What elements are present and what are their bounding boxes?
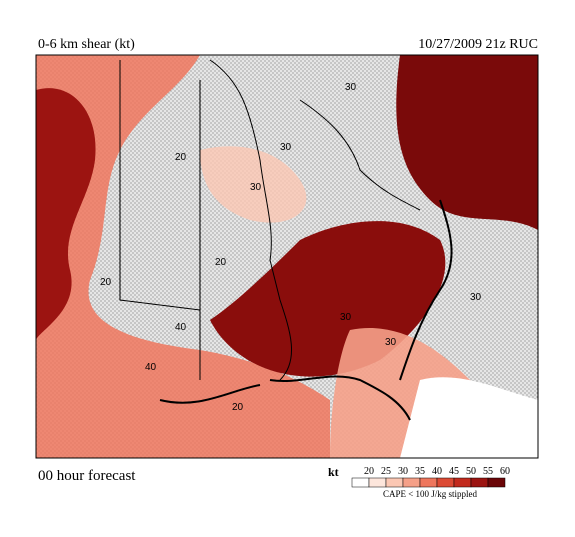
legend-swatch (436, 477, 455, 488)
legend-tick: 45 (449, 466, 459, 477)
contour-label: 20 (215, 257, 227, 268)
contour-label: 20 (175, 152, 187, 163)
legend-swatch (470, 477, 489, 488)
map-frame (35, 54, 539, 459)
legend-unit: kt (328, 465, 339, 479)
legend-tick: 20 (364, 466, 374, 477)
forecast-hour: 00 hour forecast (38, 468, 136, 484)
contour-label: 30 (385, 337, 397, 348)
contour-label: 30 (280, 142, 292, 153)
legend: 20 25 30 35 40 45 50 55 60 (351, 466, 510, 488)
legend-tick: 60 (500, 466, 510, 477)
run-info: 10/27/2009 21z RUC (418, 37, 538, 52)
legend-swatch (453, 477, 472, 488)
legend-swatch (487, 477, 506, 488)
legend-tick: 30 (398, 466, 408, 477)
legend-note: CAPE < 100 J/kg stippled (383, 489, 478, 499)
contour-label: 30 (250, 182, 262, 193)
legend-swatch (385, 477, 404, 488)
legend-tick: 40 (432, 466, 442, 477)
legend-swatch (368, 477, 387, 488)
legend-tick: 50 (466, 466, 476, 477)
contour-label: 30 (345, 82, 357, 93)
legend-tick: 35 (415, 466, 425, 477)
contour-label: 40 (145, 362, 157, 373)
contour-label: 20 (232, 402, 244, 413)
contour-label: 30 (340, 312, 352, 323)
legend-swatch (402, 477, 421, 488)
legend-tick: 55 (483, 466, 493, 477)
map (36, 55, 538, 458)
contour-labels: 30 20 30 20 30 20 30 40 40 30 20 30 (100, 82, 482, 413)
title: 0-6 km shear (kt) (38, 37, 135, 52)
contour-label: 30 (470, 292, 482, 303)
legend-tick: 25 (381, 466, 391, 477)
legend-swatch (351, 477, 370, 488)
legend-swatch (419, 477, 438, 488)
contour-label: 40 (175, 322, 187, 333)
contour-label: 20 (100, 277, 112, 288)
